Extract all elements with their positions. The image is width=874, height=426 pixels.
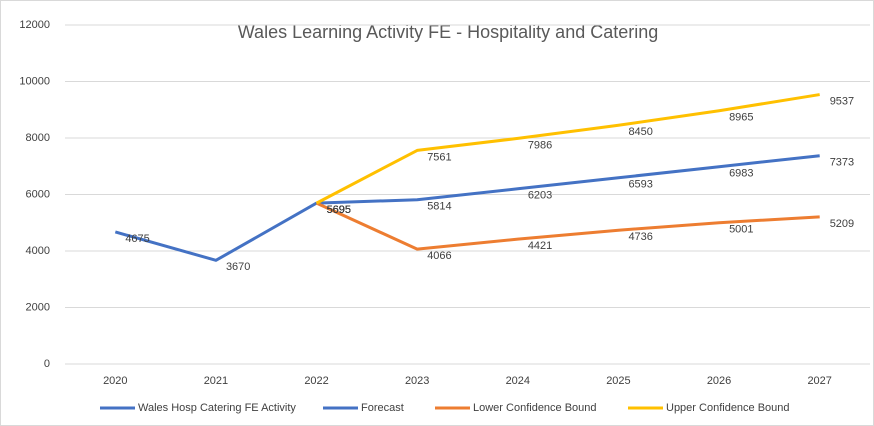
- data-label: 6593: [628, 179, 652, 191]
- y-tick-label: 2000: [26, 301, 50, 313]
- chart-title: Wales Learning Activity FE - Hospitality…: [238, 22, 659, 42]
- y-tick-label: 0: [44, 358, 50, 370]
- data-label: 5695: [327, 204, 351, 216]
- data-label: 7373: [830, 157, 854, 169]
- legend-label: Forecast: [361, 402, 404, 414]
- series-line: [114, 201, 318, 262]
- data-label: 7561: [427, 151, 451, 163]
- data-label: 5001: [729, 224, 753, 236]
- data-label: 7986: [528, 139, 552, 151]
- legend-label: Wales Hosp Catering FE Activity: [138, 402, 296, 414]
- series-line: [316, 154, 820, 205]
- y-tick-label: 10000: [19, 75, 50, 87]
- data-label: 4066: [427, 250, 451, 262]
- series-line: [315, 201, 820, 251]
- data-label: 6983: [729, 168, 753, 180]
- series-line: [315, 93, 820, 205]
- data-label: 4675: [125, 233, 149, 245]
- y-tick-label: 4000: [26, 245, 50, 257]
- data-label: 4736: [628, 231, 652, 243]
- data-label: 9537: [830, 95, 854, 107]
- data-label: 5209: [830, 218, 854, 230]
- x-tick-label: 2025: [606, 375, 630, 387]
- legend-label: Lower Confidence Bound: [473, 402, 597, 414]
- y-tick-label: 8000: [26, 132, 50, 144]
- x-tick-label: 2022: [304, 375, 328, 387]
- x-tick-label: 2026: [707, 375, 731, 387]
- x-tick-label: 2027: [807, 375, 831, 387]
- data-label: 8450: [628, 126, 652, 138]
- data-label: 5695: [327, 204, 351, 216]
- data-label: 5695: [327, 204, 351, 216]
- data-label: 6203: [528, 190, 552, 202]
- data-label: 5814: [427, 201, 451, 213]
- x-tick-label: 2020: [103, 375, 127, 387]
- x-tick-label: 2024: [506, 375, 530, 387]
- data-label: 5695: [327, 204, 351, 216]
- data-label: 4421: [528, 240, 552, 252]
- x-tick-label: 2023: [405, 375, 429, 387]
- y-tick-label: 6000: [26, 188, 50, 200]
- legend-label: Upper Confidence Bound: [666, 402, 790, 414]
- data-label: 8965: [729, 112, 753, 124]
- x-tick-label: 2021: [204, 375, 228, 387]
- y-tick-label: 12000: [19, 19, 50, 31]
- data-label: 3670: [226, 261, 250, 273]
